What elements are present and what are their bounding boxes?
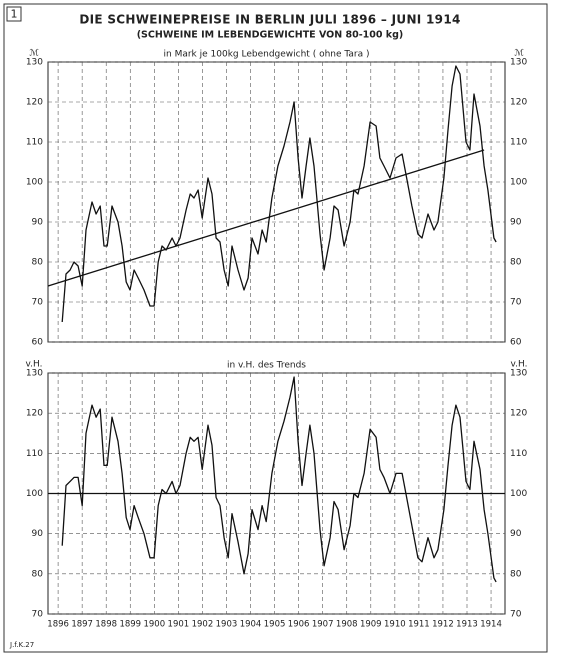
chart-title: DIE SCHWEINEPREISE IN BERLIN JULI 1896 –… <box>79 13 460 27</box>
x-tick-label: 1907 <box>312 620 334 630</box>
y-tick-label-right: 120 <box>510 98 527 108</box>
y-tick-label-right: 130 <box>510 369 527 379</box>
y-tick-label: 80 <box>32 569 44 579</box>
figure-number: 1 <box>11 8 18 21</box>
y-tick-label: 80 <box>32 258 44 268</box>
y-unit: v.H. <box>26 360 43 370</box>
y-tick-label: 130 <box>26 369 43 379</box>
y-tick-label: 90 <box>32 218 44 228</box>
y-tick-label-right: 110 <box>510 138 527 148</box>
data-line <box>47 149 485 287</box>
x-tick-label: 1904 <box>240 620 262 630</box>
y-unit-right: v.H. <box>511 360 528 370</box>
plot-area <box>47 61 506 343</box>
x-tick-label: 1901 <box>168 620 190 630</box>
x-tick-label: 1899 <box>119 620 141 630</box>
x-tick-label: 1896 <box>47 620 69 630</box>
x-tick-label: 1909 <box>360 620 382 630</box>
y-tick-label-right: 70 <box>510 298 522 308</box>
y-tick-label-right: 120 <box>510 409 527 419</box>
y-tick-label: 60 <box>32 338 44 348</box>
y-tick-label: 110 <box>26 449 43 459</box>
x-tick-label: 1897 <box>71 620 93 630</box>
data-line <box>61 376 497 583</box>
y-tick-label: 70 <box>32 298 44 308</box>
y-tick-label: 100 <box>26 178 43 188</box>
x-tick-label: 1898 <box>95 620 117 630</box>
y-tick-label: 120 <box>26 98 43 108</box>
x-tick-label: 1914 <box>480 620 502 630</box>
credit: J.f.K.27 <box>9 641 34 649</box>
y-unit: ℳ <box>29 49 39 59</box>
x-tick-label: 1908 <box>336 620 358 630</box>
y-tick-label-right: 100 <box>510 489 527 499</box>
y-tick-label-right: 70 <box>510 610 522 620</box>
y-tick-label: 120 <box>26 409 43 419</box>
y-tick-label-right: 60 <box>510 338 522 348</box>
y-tick-label: 70 <box>32 610 44 620</box>
figure-number-box <box>6 6 22 22</box>
y-unit-right: ℳ <box>514 49 524 59</box>
y-tick-label: 100 <box>26 489 43 499</box>
y-tick-label: 110 <box>26 138 43 148</box>
panel-annotation: in v.H. des Trends <box>227 361 306 371</box>
x-tick-label: 1900 <box>143 620 165 630</box>
y-tick-label-right: 80 <box>510 569 522 579</box>
y-tick-label-right: 110 <box>510 449 527 459</box>
x-tick-label: 1912 <box>432 620 454 630</box>
panel-annotation: in Mark je 100kg Lebendgewicht ( ohne Ta… <box>164 50 370 60</box>
x-tick-label: 1913 <box>456 620 478 630</box>
x-tick-label: 1902 <box>192 620 214 630</box>
x-tick-label: 1906 <box>288 620 310 630</box>
x-tick-label: 1911 <box>408 620 430 630</box>
y-tick-label-right: 90 <box>510 218 522 228</box>
x-tick-label: 1910 <box>384 620 406 630</box>
chart-subtitle: (SCHWEINE IM LEBENDGEWICHTE VON 80-100 k… <box>137 30 404 41</box>
y-tick-label-right: 80 <box>510 258 522 268</box>
x-tick-label: 1905 <box>264 620 286 630</box>
data-line <box>61 65 497 323</box>
frame <box>3 3 548 653</box>
y-tick-label: 90 <box>32 529 44 539</box>
y-tick-label-right: 100 <box>510 178 527 188</box>
y-tick-label-right: 90 <box>510 529 522 539</box>
y-tick-label-right: 130 <box>510 58 527 68</box>
x-tick-label: 1903 <box>216 620 238 630</box>
y-tick-label: 130 <box>26 58 43 68</box>
